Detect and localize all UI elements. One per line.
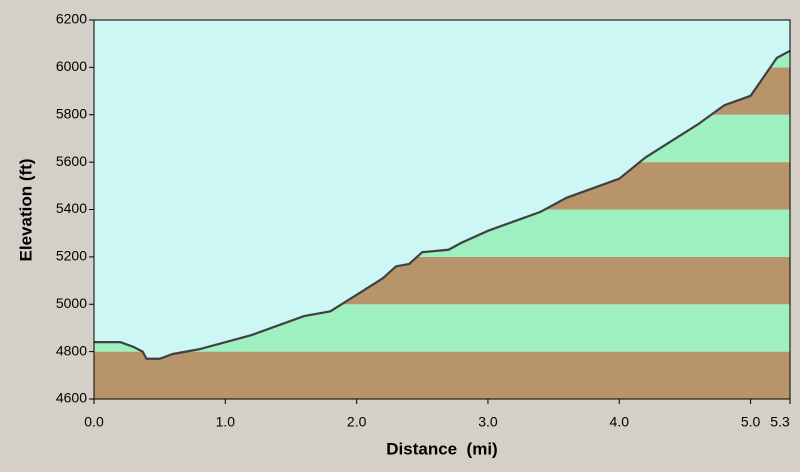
y-tick-label: 5600 (56, 153, 87, 169)
y-tick-label: 4800 (56, 342, 87, 358)
x-tick-label: 2.0 (347, 414, 367, 430)
x-tick-label: 0.0 (84, 414, 104, 430)
elevation-band (94, 351, 790, 399)
x-axis-title: Distance (mi) (386, 439, 497, 458)
profile-line (94, 49, 791, 360)
x-tick-label: 1.0 (216, 414, 236, 430)
y-tick-label: 4600 (56, 390, 87, 406)
x-tick-label: 5.0 (741, 414, 761, 430)
y-tick-label: 6000 (56, 58, 87, 74)
x-tick-label: 5.3 (770, 414, 790, 430)
y-tick-label: 5200 (56, 248, 87, 264)
y-tick-label: 5400 (56, 200, 87, 216)
x-tick-label: 3.0 (478, 414, 498, 430)
y-tick-label: 5000 (56, 295, 87, 311)
x-tick-label: 4.0 (610, 414, 630, 430)
y-tick-label: 6200 (56, 11, 87, 27)
y-tick-label: 5800 (56, 105, 87, 121)
y-axis-title: Elevation (ft) (16, 159, 35, 262)
